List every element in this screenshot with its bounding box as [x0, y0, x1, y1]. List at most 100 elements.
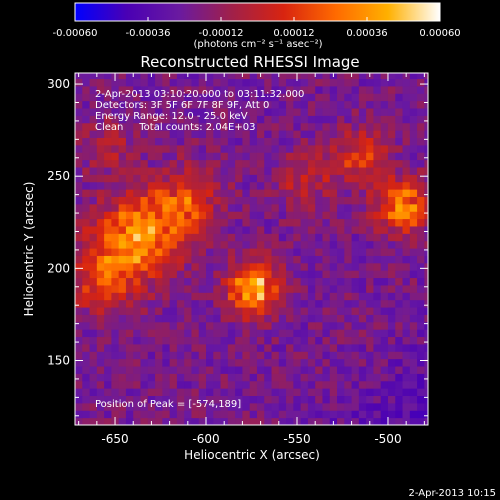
- heatmap-cell: [242, 144, 251, 153]
- heatmap-cell: [358, 152, 367, 161]
- heatmap-cell: [140, 402, 149, 411]
- heatmap-cell: [220, 181, 229, 190]
- heatmap-cell: [89, 115, 98, 124]
- heatmap-cell: [409, 130, 418, 138]
- heatmap-cell: [417, 181, 425, 190]
- heatmap-cell: [373, 395, 382, 404]
- heatmap-cell: [220, 93, 229, 102]
- heatmap-cell: [162, 395, 171, 404]
- heatmap-cell: [315, 284, 323, 293]
- heatmap-cell: [351, 130, 360, 138]
- heatmap-cell: [271, 321, 280, 330]
- heatmap-cell: [337, 299, 345, 308]
- heatmap-cell: [307, 262, 316, 271]
- heatmap-cell: [395, 174, 404, 183]
- heatmap-cell: [329, 181, 338, 190]
- heatmap-cell: [424, 248, 428, 256]
- heatmap-cell: [82, 100, 91, 109]
- heatmap-cell: [206, 181, 214, 190]
- heatmap-cell: [424, 93, 428, 102]
- heatmap-cell: [118, 321, 127, 330]
- heatmap-cell: [147, 181, 156, 190]
- heatmap-cell: [300, 284, 309, 293]
- heatmap-cell: [235, 78, 243, 87]
- heatmap-cell: [373, 196, 382, 205]
- heatmap-cell: [351, 85, 360, 94]
- heatmap-cell: [198, 137, 207, 146]
- plot-frame: [74, 72, 429, 426]
- heatmap-cell: [206, 262, 214, 271]
- heatmap-cell: [191, 343, 200, 352]
- heatmap-cell: [315, 196, 323, 205]
- heatmap-cell: [213, 248, 222, 256]
- heatmap-cell: [104, 233, 112, 242]
- heatmap-cell: [147, 314, 156, 323]
- heatmap-cell: [89, 262, 98, 271]
- heatmap-cell: [417, 292, 425, 301]
- heatmap-cell: [264, 122, 273, 131]
- heatmap-cell: [82, 174, 91, 183]
- heatmap-cell: [264, 233, 273, 242]
- heatmap-cell: [213, 270, 222, 279]
- heatmap-cell: [104, 307, 112, 315]
- heatmap-cell: [89, 248, 98, 256]
- heatmap-cell: [329, 284, 338, 293]
- heatmap-cell: [133, 85, 142, 94]
- heatmap-cell: [366, 358, 374, 367]
- heatmap-cell: [358, 181, 367, 190]
- heatmap-cell: [155, 115, 163, 124]
- heatmap-cell: [278, 395, 287, 404]
- heatmap-cell: [351, 307, 360, 315]
- heatmap-cell: [249, 225, 258, 234]
- heatmap-cell: [213, 358, 222, 367]
- heatmap-cell: [351, 240, 360, 249]
- heatmap-cell: [249, 78, 258, 87]
- heatmap-cell: [300, 137, 309, 146]
- heatmap-cell: [198, 108, 207, 116]
- heatmap-cell: [220, 115, 229, 124]
- heatmap-cell: [373, 321, 382, 330]
- heatmap-cell: [337, 240, 345, 249]
- heatmap-cell: [387, 292, 396, 301]
- heatmap-cell: [395, 292, 404, 301]
- heatmap-cell: [235, 410, 243, 419]
- heatmap-cell: [104, 203, 112, 212]
- heatmap-cell: [358, 115, 367, 124]
- heatmap-cell: [213, 410, 222, 419]
- heatmap-cell: [82, 255, 91, 264]
- heatmap-cell: [184, 233, 192, 242]
- heatmap-cell: [351, 277, 360, 286]
- heatmap-cell: [395, 93, 404, 102]
- heatmap-cell: [307, 225, 316, 234]
- heatmap-cell: [191, 233, 200, 242]
- heatmap-cell: [387, 240, 396, 249]
- heatmap-cell: [351, 189, 360, 197]
- heatmap-cell: [395, 225, 404, 234]
- heatmap-cell: [387, 277, 396, 286]
- heatmap-cell: [104, 248, 112, 256]
- heatmap-cell: [184, 388, 192, 397]
- heatmap-cell: [271, 144, 280, 153]
- heatmap-cell: [409, 395, 418, 404]
- heatmap-cell: [409, 233, 418, 242]
- heatmap-cell: [184, 336, 192, 345]
- heatmap-cell: [191, 218, 200, 227]
- heatmap-cell: [307, 218, 316, 227]
- heatmap-cell: [118, 130, 127, 138]
- heatmap-cell: [322, 225, 331, 234]
- heatmap-cell: [206, 410, 214, 419]
- heatmap-cell: [140, 270, 149, 279]
- heatmap-cell: [337, 329, 345, 338]
- heatmap-cell: [89, 307, 98, 315]
- heatmap-cell: [176, 366, 185, 374]
- heatmap-cell: [344, 240, 353, 249]
- heatmap-cell: [220, 196, 229, 205]
- heatmap-cell: [337, 144, 345, 153]
- heatmap-cell: [147, 284, 156, 293]
- heatmap-cell: [125, 284, 134, 293]
- heatmap-cell: [286, 189, 294, 197]
- heatmap-cell: [198, 277, 207, 286]
- heatmap-cell: [220, 218, 229, 227]
- heatmap-cell: [271, 395, 280, 404]
- heatmap-cell: [147, 262, 156, 271]
